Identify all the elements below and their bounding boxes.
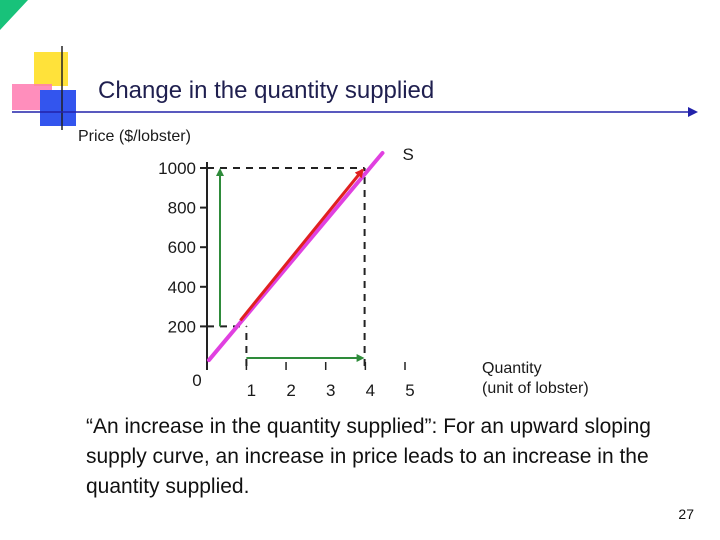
x-tick-label: 5 [405,381,414,400]
slide-decoration [0,0,698,130]
slide-caption: “An increase in the quantity supplied”: … [86,415,651,498]
x-tick-label: 3 [326,381,335,400]
x-tick-label: 1 [247,381,256,400]
x-axis-title-line-2: (unit of lobster) [482,380,589,397]
x-tick-label: 4 [366,381,375,400]
origin-label: 0 [192,371,201,390]
y-tick-label: 400 [168,278,196,297]
x-axis-title-line-1: Quantity [482,360,542,377]
corner-triangle [0,0,28,30]
supply-curve-label: S [402,145,413,164]
y-tick-label: 800 [168,199,196,218]
slide-title: Change in the quantity supplied [98,77,434,104]
supply-curve [206,151,385,363]
y-axis-title: Price ($/lobster) [78,128,191,145]
y-tick-label: 1000 [158,159,196,178]
y-tick-label: 600 [168,238,196,257]
y-tick-label: 200 [168,317,196,336]
supply-chart: Price ($/lobster) 200 400 600 800 1000 1 2 3 4 5… [78,128,589,400]
deco-blue-square [40,90,76,126]
page-number: 27 [678,506,694,522]
x-tick-label: 2 [286,381,295,400]
movement-arrow [239,168,364,322]
deco-yellow-square [34,52,68,86]
x-axis-title: Quantity (unit of lobster) [482,360,589,397]
